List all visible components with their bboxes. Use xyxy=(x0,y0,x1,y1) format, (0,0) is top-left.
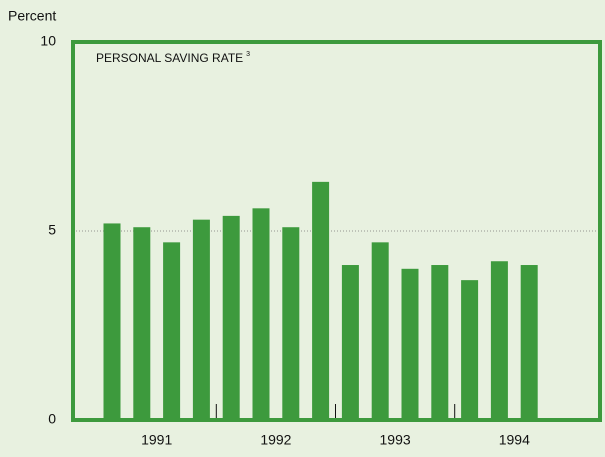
plot-frame xyxy=(71,40,602,422)
x-tick-label: 1991 xyxy=(141,432,172,448)
bar xyxy=(520,265,538,420)
title-note: 3 xyxy=(246,51,250,58)
bar xyxy=(312,181,330,420)
y-axis-label: Percent xyxy=(8,8,56,24)
bar xyxy=(103,223,121,420)
bar xyxy=(222,215,240,420)
bar xyxy=(192,219,210,420)
x-tick-label: 1994 xyxy=(499,432,530,448)
bar xyxy=(490,261,508,420)
bar xyxy=(163,242,181,420)
x-tick-label: 1992 xyxy=(260,432,291,448)
chart-title: PERSONAL SAVING RATE xyxy=(96,51,243,65)
bar xyxy=(461,280,479,420)
y-tick-label: 5 xyxy=(48,222,56,238)
y-tick-label: 0 xyxy=(48,411,56,427)
bar xyxy=(401,268,419,420)
bar xyxy=(431,265,449,420)
bar xyxy=(341,265,359,420)
bar xyxy=(252,208,270,420)
bar xyxy=(371,242,389,420)
bar xyxy=(282,227,300,420)
bar xyxy=(133,227,151,420)
y-tick-label: 10 xyxy=(40,33,56,49)
x-tick-label: 1993 xyxy=(380,432,411,448)
